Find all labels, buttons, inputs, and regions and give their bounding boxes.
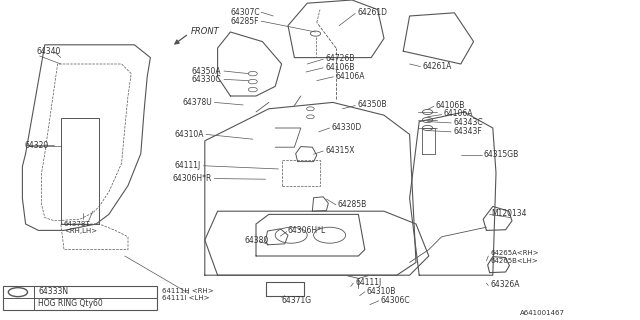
Text: 64333N: 64333N: [38, 287, 68, 296]
Text: 64106A: 64106A: [444, 109, 473, 118]
Ellipse shape: [8, 288, 28, 297]
Text: 64378U: 64378U: [182, 98, 212, 107]
Text: 64726B: 64726B: [325, 54, 355, 63]
Text: 64371G: 64371G: [282, 296, 312, 305]
Text: 64307C: 64307C: [230, 8, 260, 17]
Text: FRONT: FRONT: [191, 27, 220, 36]
Text: 64111J: 64111J: [355, 278, 381, 287]
Text: 64265A<RH>: 64265A<RH>: [490, 251, 539, 256]
Text: 64350A: 64350A: [192, 67, 221, 76]
Text: 64265B<LH>: 64265B<LH>: [490, 258, 538, 264]
Text: 64343C: 64343C: [453, 118, 483, 127]
Text: 64106B: 64106B: [435, 101, 465, 110]
Text: 64285B: 64285B: [338, 200, 367, 209]
Text: 64380: 64380: [244, 236, 269, 245]
Text: 64320: 64320: [24, 141, 49, 150]
Text: HOG RING Qty60: HOG RING Qty60: [38, 300, 103, 308]
Text: 64330D: 64330D: [332, 123, 362, 132]
Text: 64106B: 64106B: [325, 63, 355, 72]
Text: 64350B: 64350B: [357, 100, 387, 109]
Text: A641001467: A641001467: [520, 310, 564, 316]
FancyBboxPatch shape: [3, 286, 157, 310]
Text: 64111H <RH>: 64111H <RH>: [162, 288, 214, 294]
Text: 64310A: 64310A: [174, 130, 204, 139]
Text: 64343F: 64343F: [453, 127, 482, 136]
Text: <RH,LH>: <RH,LH>: [64, 228, 97, 234]
Text: 64326A: 64326A: [490, 280, 520, 289]
Text: 64111I <LH>: 64111I <LH>: [162, 295, 209, 301]
Text: 64261D: 64261D: [357, 8, 387, 17]
Text: 64285F: 64285F: [230, 17, 259, 26]
Text: 64340: 64340: [36, 47, 61, 56]
Text: 64306H*R: 64306H*R: [173, 174, 212, 183]
Text: 64315GB: 64315GB: [484, 150, 519, 159]
Text: 64111J: 64111J: [174, 161, 200, 170]
Text: 64261A: 64261A: [422, 62, 452, 71]
Text: 64310B: 64310B: [366, 287, 396, 296]
Text: 64306C: 64306C: [381, 296, 410, 305]
Text: 64106A: 64106A: [335, 72, 365, 81]
Text: 64306H*L: 64306H*L: [288, 226, 326, 235]
Text: M120134: M120134: [492, 209, 527, 218]
Text: 64378T: 64378T: [64, 221, 91, 227]
Text: 64315X: 64315X: [325, 146, 355, 155]
Text: 64330C: 64330C: [192, 75, 221, 84]
